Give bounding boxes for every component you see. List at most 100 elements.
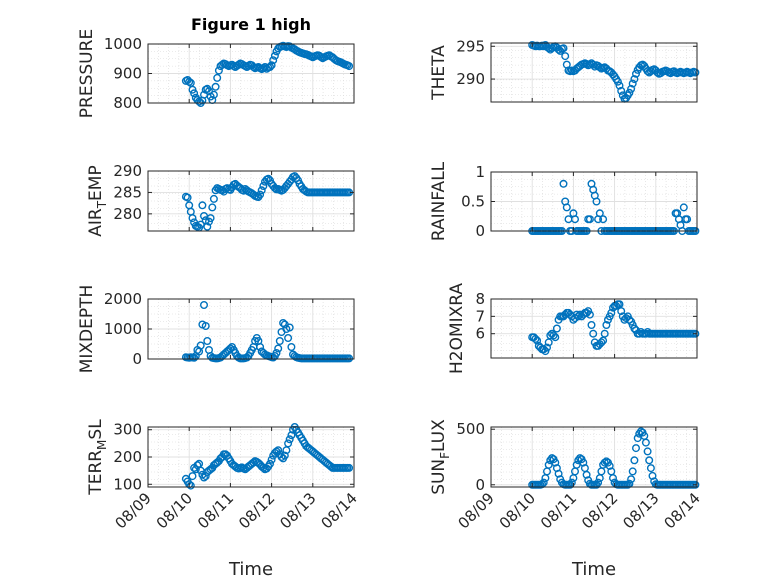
data-point: [617, 86, 626, 95]
data-point: [630, 456, 639, 465]
data-point: [206, 214, 215, 223]
data-point: [623, 480, 632, 489]
y-axis-label-main: SUN: [429, 459, 449, 495]
y-tick-label: 7: [475, 307, 485, 325]
data-point: [585, 310, 594, 319]
data-point: [274, 344, 283, 353]
y-tick-label: 900: [113, 65, 142, 83]
data-point: [266, 63, 275, 72]
data-point: [554, 45, 563, 54]
data-point: [600, 329, 609, 338]
y-tick-label: 200: [113, 448, 142, 466]
data-point: [599, 215, 608, 224]
y-axis-label: TERRMSL: [86, 419, 109, 496]
y-axis-label-main: H2OMIXRA: [447, 283, 467, 374]
x-tick-label: 08/12: [235, 489, 278, 532]
data-point: [579, 458, 588, 467]
series-pressure: [181, 41, 354, 107]
data-point: [544, 338, 553, 347]
y-tick-label: 8: [475, 290, 485, 308]
data-point: [279, 319, 288, 328]
y-tick-label: 1000: [104, 35, 142, 53]
series-air_temp: [181, 172, 354, 232]
x-tick-label: 08/14: [661, 489, 704, 532]
subplot-h2omixra: 678 H2OMIXRA: [447, 283, 700, 374]
axes-box: [147, 170, 355, 232]
y-axis-label-main: PRESSURE: [77, 29, 97, 118]
data-point: [275, 337, 284, 346]
y-tick-label: 280: [113, 205, 142, 223]
y-axis-label-main: THETA: [429, 45, 449, 101]
data-point: [571, 215, 580, 224]
data-point: [188, 472, 197, 481]
y-axis-label: H2OMIXRA: [447, 283, 467, 374]
series-theta: [528, 41, 700, 103]
data-point: [559, 44, 568, 53]
data-point: [185, 77, 194, 86]
data-point: [214, 66, 223, 75]
data-point: [285, 435, 294, 444]
subplot-pressure: 800 900 1000 PRESSURE: [77, 29, 355, 118]
y-tick-label: 1: [475, 163, 485, 181]
data-point: [630, 75, 639, 84]
data-point: [196, 341, 205, 350]
y-tick-label: 290: [456, 70, 485, 88]
data-point: [679, 203, 688, 212]
data-point: [567, 478, 576, 487]
y-tick-label: 2000: [104, 290, 142, 308]
y-tick-label: 6: [475, 325, 485, 343]
data-point: [531, 334, 540, 343]
figure-title: Figure 1 high: [191, 15, 311, 34]
data-point: [546, 331, 555, 340]
y-axis-label: PRESSURE: [77, 29, 97, 118]
subplot-mixdepth: 0 1000 2000 MIXDEPTH: [77, 285, 355, 373]
data-point: [208, 203, 217, 212]
data-point: [607, 308, 616, 317]
y-tick-label: 290: [113, 162, 142, 180]
data-point: [628, 79, 637, 88]
x-tick-label: 08/13: [276, 489, 319, 532]
data-point: [691, 68, 700, 77]
y-axis-label: SUNFLUX: [429, 419, 452, 495]
data-point: [589, 329, 598, 338]
y-tick-label: 0: [475, 222, 485, 240]
data-point: [574, 312, 583, 321]
data-point: [287, 431, 296, 440]
y-axis-label-main: AIR: [86, 208, 106, 237]
data-point: [632, 69, 641, 78]
y-tick-label: 0.5: [461, 193, 485, 211]
data-point: [213, 73, 222, 82]
data-point: [605, 461, 614, 470]
y-tick-label: 300: [113, 421, 142, 439]
data-point: [643, 447, 652, 456]
data-point: [562, 203, 571, 212]
data-point: [285, 323, 294, 332]
data-point: [595, 209, 604, 218]
data-point: [551, 333, 560, 342]
data-point: [188, 214, 197, 223]
x-tick-label: 08/12: [578, 489, 621, 532]
y-axis-label-main: RAINFALL: [429, 161, 449, 241]
x-tick-label: 08/13: [619, 489, 662, 532]
data-point: [632, 444, 641, 453]
data-point: [257, 186, 266, 195]
data-point: [284, 439, 293, 448]
y-tick-label: 800: [113, 94, 142, 112]
data-point: [561, 52, 570, 61]
data-point: [582, 470, 591, 479]
data-point: [645, 456, 654, 465]
data-point: [211, 82, 220, 91]
x-tick-label: 08/11: [537, 489, 580, 532]
data-point: [602, 321, 611, 330]
data-point: [594, 478, 603, 487]
data-point: [274, 446, 283, 455]
data-point: [585, 215, 594, 224]
x-tick-label: 08/14: [318, 489, 361, 532]
y-axis-label-subscript: T: [95, 200, 109, 209]
data-point: [256, 343, 265, 352]
data-point: [587, 321, 596, 330]
y-tick-label: 500: [456, 420, 485, 438]
data-point: [345, 463, 354, 472]
y-tick-label: 1000: [104, 320, 142, 338]
